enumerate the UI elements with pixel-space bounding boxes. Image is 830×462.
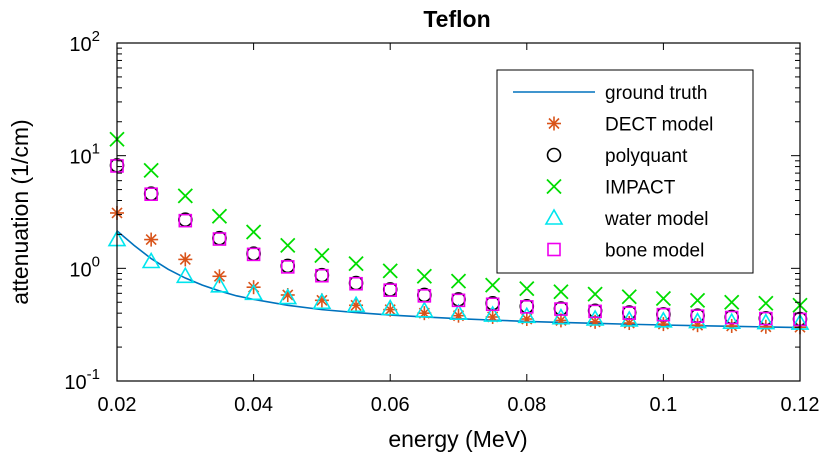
data-point-water-model bbox=[346, 295, 366, 313]
data-point-water-model bbox=[449, 303, 468, 320]
series-impact bbox=[109, 131, 808, 313]
data-point-water-model bbox=[551, 308, 571, 325]
data-point-bone-model bbox=[451, 293, 466, 308]
data-point-impact bbox=[382, 263, 398, 279]
data-point-water-model bbox=[278, 287, 298, 305]
y-tick-label: 100 bbox=[69, 253, 100, 281]
data-point-impact bbox=[280, 237, 296, 253]
x-tick-label: 0.12 bbox=[781, 394, 820, 416]
x-tick-label: 0.08 bbox=[507, 394, 546, 416]
data-point-bone-model bbox=[554, 302, 568, 316]
data-point-impact bbox=[689, 292, 706, 308]
legend-label-polyquant: polyquant bbox=[605, 146, 688, 167]
data-point-bone-model bbox=[246, 247, 261, 262]
legend-label-dect-model: DECT model bbox=[605, 115, 713, 136]
data-point-impact bbox=[519, 281, 535, 297]
data-point-impact bbox=[655, 290, 672, 307]
x-tick-label: 0.06 bbox=[371, 394, 410, 416]
x-tick-label: 0.04 bbox=[234, 394, 273, 416]
data-point-water-model bbox=[414, 301, 434, 318]
data-point-bone-model bbox=[656, 307, 671, 322]
x-tick-label: 0.02 bbox=[98, 394, 137, 416]
data-point-dect-model bbox=[144, 232, 159, 247]
legend-swatch-impact bbox=[546, 178, 562, 195]
axis-ticks: 0.02 0.04 0.06 0.08 0.1 0.12 10-1 100 101 102 bbox=[64, 28, 819, 416]
data-point-water-model bbox=[483, 305, 503, 322]
y-axis-label: attenuation (1/cm) bbox=[7, 119, 33, 304]
data-point-impact bbox=[177, 188, 193, 204]
data-point-dect-model bbox=[417, 306, 432, 321]
data-point-water-model bbox=[175, 266, 195, 284]
data-point-bone-model bbox=[759, 311, 773, 326]
legend-box bbox=[496, 69, 754, 274]
y-tick-label: 101 bbox=[69, 141, 100, 169]
data-point-water-model bbox=[688, 311, 707, 329]
data-point-dect-model bbox=[519, 312, 534, 327]
y-tick-label: 10-1 bbox=[64, 366, 100, 394]
data-point-bone-model bbox=[485, 297, 500, 312]
data-point-impact bbox=[211, 208, 228, 224]
data-point-dect-model bbox=[178, 252, 193, 267]
data-point-bone-model bbox=[724, 310, 739, 325]
y-tick-label: 102 bbox=[69, 28, 100, 56]
data-point-bone-model bbox=[280, 260, 295, 274]
axes-box bbox=[116, 42, 801, 382]
data-point-impact bbox=[485, 277, 501, 293]
data-point-dect-model bbox=[622, 316, 637, 331]
data-point-dect-model bbox=[246, 280, 261, 295]
data-point-impact bbox=[621, 289, 637, 305]
data-point-impact bbox=[143, 162, 159, 179]
chart-title: Teflon bbox=[423, 6, 490, 32]
data-point-impact bbox=[758, 295, 774, 311]
data-point-polyquant bbox=[314, 267, 330, 283]
data-point-bone-model bbox=[212, 232, 227, 246]
plot-area bbox=[107, 131, 810, 335]
data-point-water-model bbox=[654, 311, 673, 328]
data-point-impact bbox=[314, 247, 330, 264]
legend-swatch-water-model bbox=[544, 208, 564, 225]
data-point-bone-model bbox=[315, 268, 329, 283]
data-point-polyquant bbox=[143, 186, 159, 201]
legend-swatch-polyquant bbox=[546, 147, 562, 163]
legend-label-impact: IMPACT bbox=[605, 178, 676, 199]
data-point-impact bbox=[553, 284, 569, 300]
data-point-bone-model bbox=[622, 306, 637, 320]
x-tick-label: 0.1 bbox=[649, 394, 677, 416]
data-point-impact bbox=[416, 268, 432, 284]
legend-swatch-bone-model bbox=[547, 242, 561, 257]
legend-label-ground-truth: ground truth bbox=[605, 83, 707, 104]
data-point-impact bbox=[245, 224, 262, 240]
data-point-water-model bbox=[722, 312, 742, 329]
data-point-bone-model bbox=[144, 187, 158, 201]
data-point-bone-model bbox=[178, 213, 193, 228]
data-point-bone-model bbox=[349, 276, 363, 291]
data-point-bone-model bbox=[690, 309, 705, 323]
data-point-water-model bbox=[380, 298, 400, 316]
data-point-water-model bbox=[210, 276, 229, 293]
data-point-dect-model bbox=[280, 287, 295, 302]
data-point-water-model bbox=[312, 292, 332, 310]
data-point-impact bbox=[450, 273, 467, 289]
data-point-water-model bbox=[756, 312, 776, 330]
data-point-impact bbox=[348, 256, 364, 272]
data-point-polyquant bbox=[519, 299, 535, 314]
series-bone-model bbox=[110, 159, 807, 327]
data-point-bone-model bbox=[417, 289, 432, 303]
data-point-bone-model bbox=[588, 304, 602, 319]
data-point-water-model bbox=[517, 306, 537, 324]
data-point-water-model bbox=[244, 283, 263, 301]
legend-label-water-model: water model bbox=[604, 209, 709, 230]
data-point-impact bbox=[724, 294, 740, 310]
data-point-water-model bbox=[141, 251, 161, 269]
legend-swatch-dect-model bbox=[547, 116, 561, 131]
data-point-dect-model bbox=[451, 308, 466, 323]
data-point-bone-model bbox=[383, 283, 398, 297]
x-axis-label: energy (MeV) bbox=[388, 426, 527, 452]
data-point-impact bbox=[587, 286, 603, 302]
legend: ground truth DECT model polyquant IMPACT wat… bbox=[496, 69, 754, 274]
legend-label-bone-model: bone model bbox=[605, 241, 704, 262]
data-point-bone-model bbox=[519, 300, 534, 314]
